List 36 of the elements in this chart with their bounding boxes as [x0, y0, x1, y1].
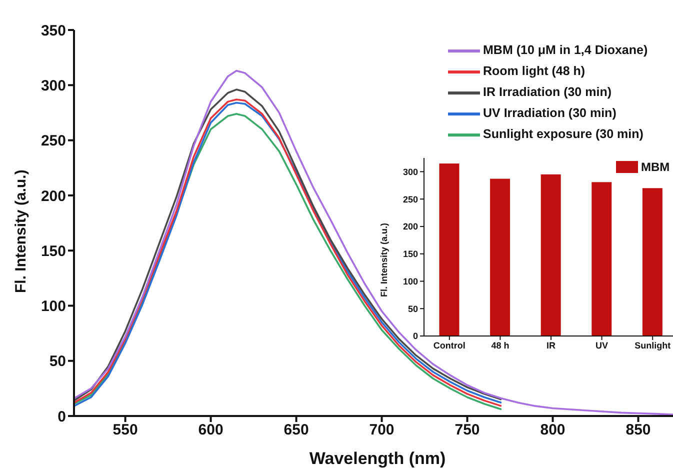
x-axis-title: Wavelength (nm): [309, 449, 446, 468]
x-tick-label: 550: [112, 422, 138, 439]
x-tick-label: 800: [540, 422, 566, 439]
y-axis-title: Fl. Intensity (a.u.): [379, 222, 390, 297]
legend-label: Room light (48 h): [483, 63, 586, 80]
x-tick-label: 650: [284, 422, 309, 439]
x-tick-label: 750: [454, 422, 480, 439]
y-tick-label: 50: [408, 304, 418, 314]
y-tick-label: 150: [402, 249, 418, 260]
x-tick-label: 700: [369, 422, 394, 439]
x-tick-label: IR: [546, 340, 556, 350]
y-tick-label: 150: [40, 242, 66, 260]
legend-label: MBM (10 μM in 1,4 Dioxane): [483, 42, 648, 59]
y-tick-label: 0: [58, 408, 66, 426]
y-tick-label: 0: [412, 331, 418, 342]
y-tick-label: 100: [40, 298, 66, 316]
legend-label: MBM: [641, 160, 670, 174]
y-tick-label: 350: [40, 22, 66, 40]
y-tick-label: 200: [402, 222, 418, 232]
legend-label: Sunlight exposure (30 min): [483, 126, 644, 143]
x-tick-label: UV: [596, 340, 608, 350]
legend-label: UV Irradiation (30 min): [483, 105, 616, 122]
y-tick-label: 300: [402, 166, 418, 177]
x-tick-label: 850: [626, 422, 651, 439]
x-tick-label: Control: [433, 340, 466, 350]
y-tick-label: 200: [40, 188, 66, 205]
x-tick-label: Sunlight: [634, 340, 671, 350]
y-tick-label: 300: [40, 77, 66, 94]
y-axis-title: Fl. Intensity (a.u.): [12, 170, 30, 293]
legend-label: IR Irradiation (30 min): [483, 84, 612, 101]
y-tick-label: 250: [402, 194, 418, 204]
x-tick-label: 600: [198, 422, 224, 439]
y-tick-label: 50: [49, 353, 66, 370]
y-tick-label: 250: [40, 132, 66, 150]
y-tick-label: 100: [402, 276, 418, 286]
x-tick-label: 48 h: [491, 340, 510, 350]
